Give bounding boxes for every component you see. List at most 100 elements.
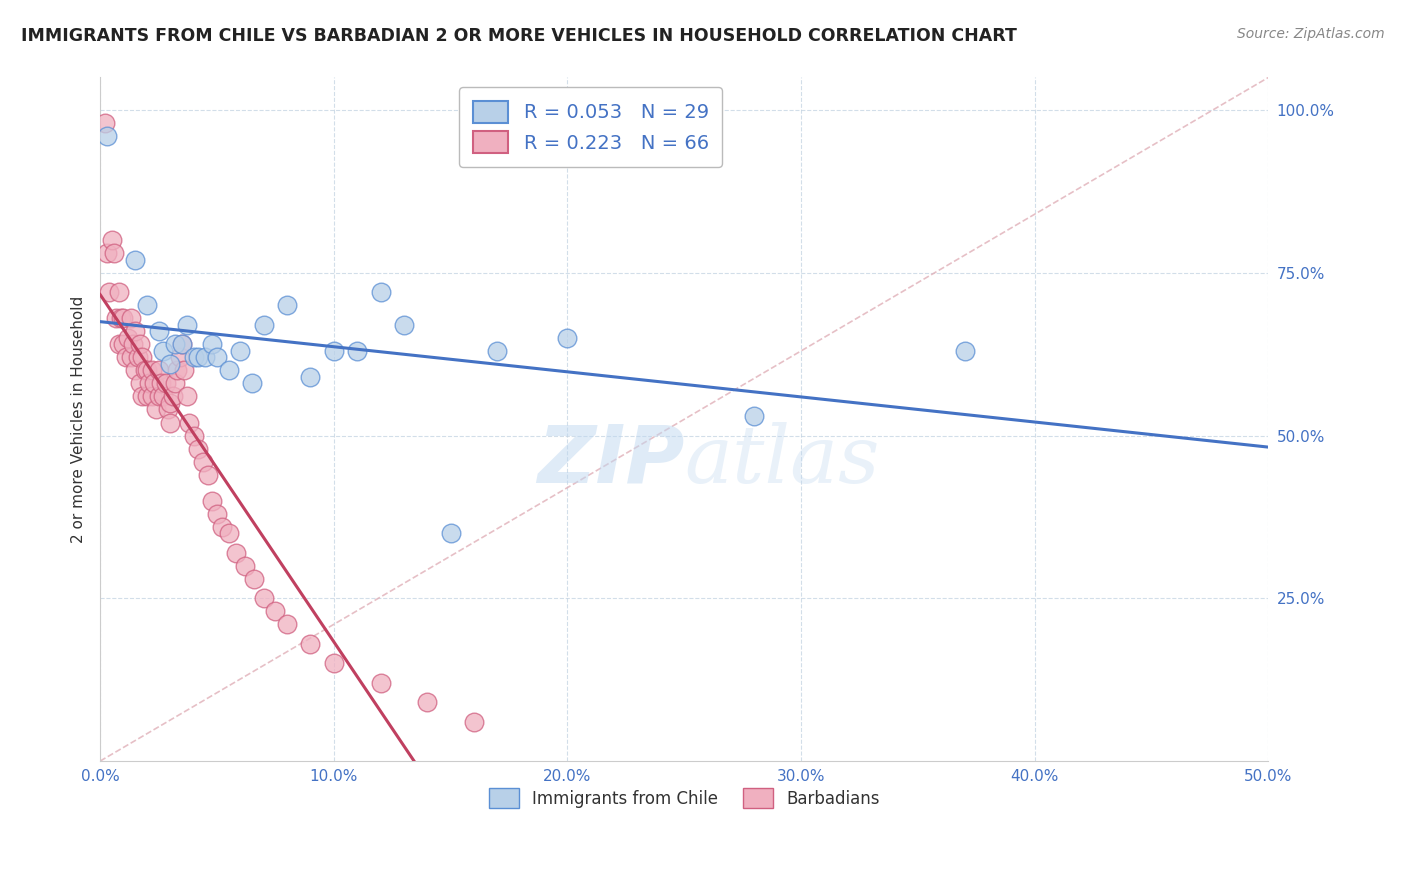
Point: [201, 493, 224, 508]
Point: [240, 376, 263, 391]
Point: [156, 402, 179, 417]
Point: [170, 337, 193, 351]
Point: [98, 285, 121, 300]
Point: [108, 285, 131, 300]
Point: [176, 389, 198, 403]
Point: [322, 343, 344, 358]
Point: [253, 318, 276, 332]
Point: [101, 233, 124, 247]
Point: [148, 363, 170, 377]
Point: [169, 351, 191, 365]
Point: [124, 324, 146, 338]
Point: [177, 416, 200, 430]
Point: [135, 363, 157, 377]
Point: [392, 318, 415, 332]
Point: [299, 637, 322, 651]
Point: [416, 696, 439, 710]
Point: [131, 389, 153, 403]
Point: [243, 572, 266, 586]
Point: [218, 526, 240, 541]
Point: [370, 676, 392, 690]
Point: [127, 351, 149, 365]
Point: [218, 363, 240, 377]
Point: [159, 396, 181, 410]
Point: [299, 370, 322, 384]
Point: [152, 343, 174, 358]
Point: [201, 337, 224, 351]
Text: ZIP: ZIP: [537, 421, 685, 500]
Point: [166, 363, 188, 377]
Point: [148, 389, 170, 403]
Point: [170, 337, 193, 351]
Point: [145, 402, 167, 417]
Point: [94, 116, 117, 130]
Point: [187, 442, 209, 456]
Point: [155, 376, 177, 391]
Point: [141, 389, 163, 403]
Point: [173, 363, 195, 377]
Point: [103, 246, 125, 260]
Point: [141, 363, 163, 377]
Point: [114, 351, 136, 365]
Point: [211, 519, 233, 533]
Point: [191, 454, 214, 468]
Point: [120, 311, 142, 326]
Point: [112, 311, 135, 326]
Point: [96, 129, 118, 144]
Point: [953, 343, 976, 358]
Point: [134, 363, 156, 377]
Point: [131, 351, 153, 365]
Point: [744, 409, 766, 423]
Point: [135, 389, 157, 403]
Point: [121, 337, 143, 351]
Point: [276, 298, 298, 312]
Point: [117, 331, 139, 345]
Point: [120, 351, 142, 365]
Point: [176, 318, 198, 332]
Point: [183, 428, 205, 442]
Point: [149, 376, 172, 391]
Point: [322, 657, 344, 671]
Point: [96, 246, 118, 260]
Point: [557, 331, 579, 345]
Point: [148, 324, 170, 338]
Point: [128, 337, 150, 351]
Point: [159, 416, 181, 430]
Point: [124, 252, 146, 267]
Point: [135, 298, 157, 312]
Point: [163, 376, 186, 391]
Point: [159, 357, 181, 371]
Text: Source: ZipAtlas.com: Source: ZipAtlas.com: [1237, 27, 1385, 41]
Point: [163, 337, 186, 351]
Point: [142, 376, 165, 391]
Text: IMMIGRANTS FROM CHILE VS BARBADIAN 2 OR MORE VEHICLES IN HOUSEHOLD CORRELATION C: IMMIGRANTS FROM CHILE VS BARBADIAN 2 OR …: [21, 27, 1017, 45]
Y-axis label: 2 or more Vehicles in Household: 2 or more Vehicles in Household: [72, 295, 86, 543]
Point: [187, 351, 209, 365]
Point: [205, 507, 228, 521]
Point: [276, 617, 298, 632]
Point: [225, 546, 247, 560]
Point: [205, 351, 228, 365]
Point: [112, 337, 135, 351]
Point: [183, 351, 205, 365]
Point: [233, 558, 256, 573]
Point: [253, 591, 276, 606]
Point: [486, 343, 509, 358]
Point: [110, 311, 132, 326]
Point: [229, 343, 252, 358]
Point: [439, 526, 461, 541]
Point: [152, 389, 174, 403]
Point: [370, 285, 392, 300]
Point: [124, 363, 146, 377]
Point: [346, 343, 368, 358]
Legend: Immigrants from Chile, Barbadians: Immigrants from Chile, Barbadians: [482, 781, 887, 814]
Point: [138, 376, 160, 391]
Point: [162, 389, 184, 403]
Point: [194, 351, 217, 365]
Point: [105, 311, 128, 326]
Point: [128, 376, 150, 391]
Point: [197, 467, 219, 482]
Point: [108, 337, 131, 351]
Point: [264, 604, 287, 618]
Text: atlas: atlas: [685, 422, 880, 499]
